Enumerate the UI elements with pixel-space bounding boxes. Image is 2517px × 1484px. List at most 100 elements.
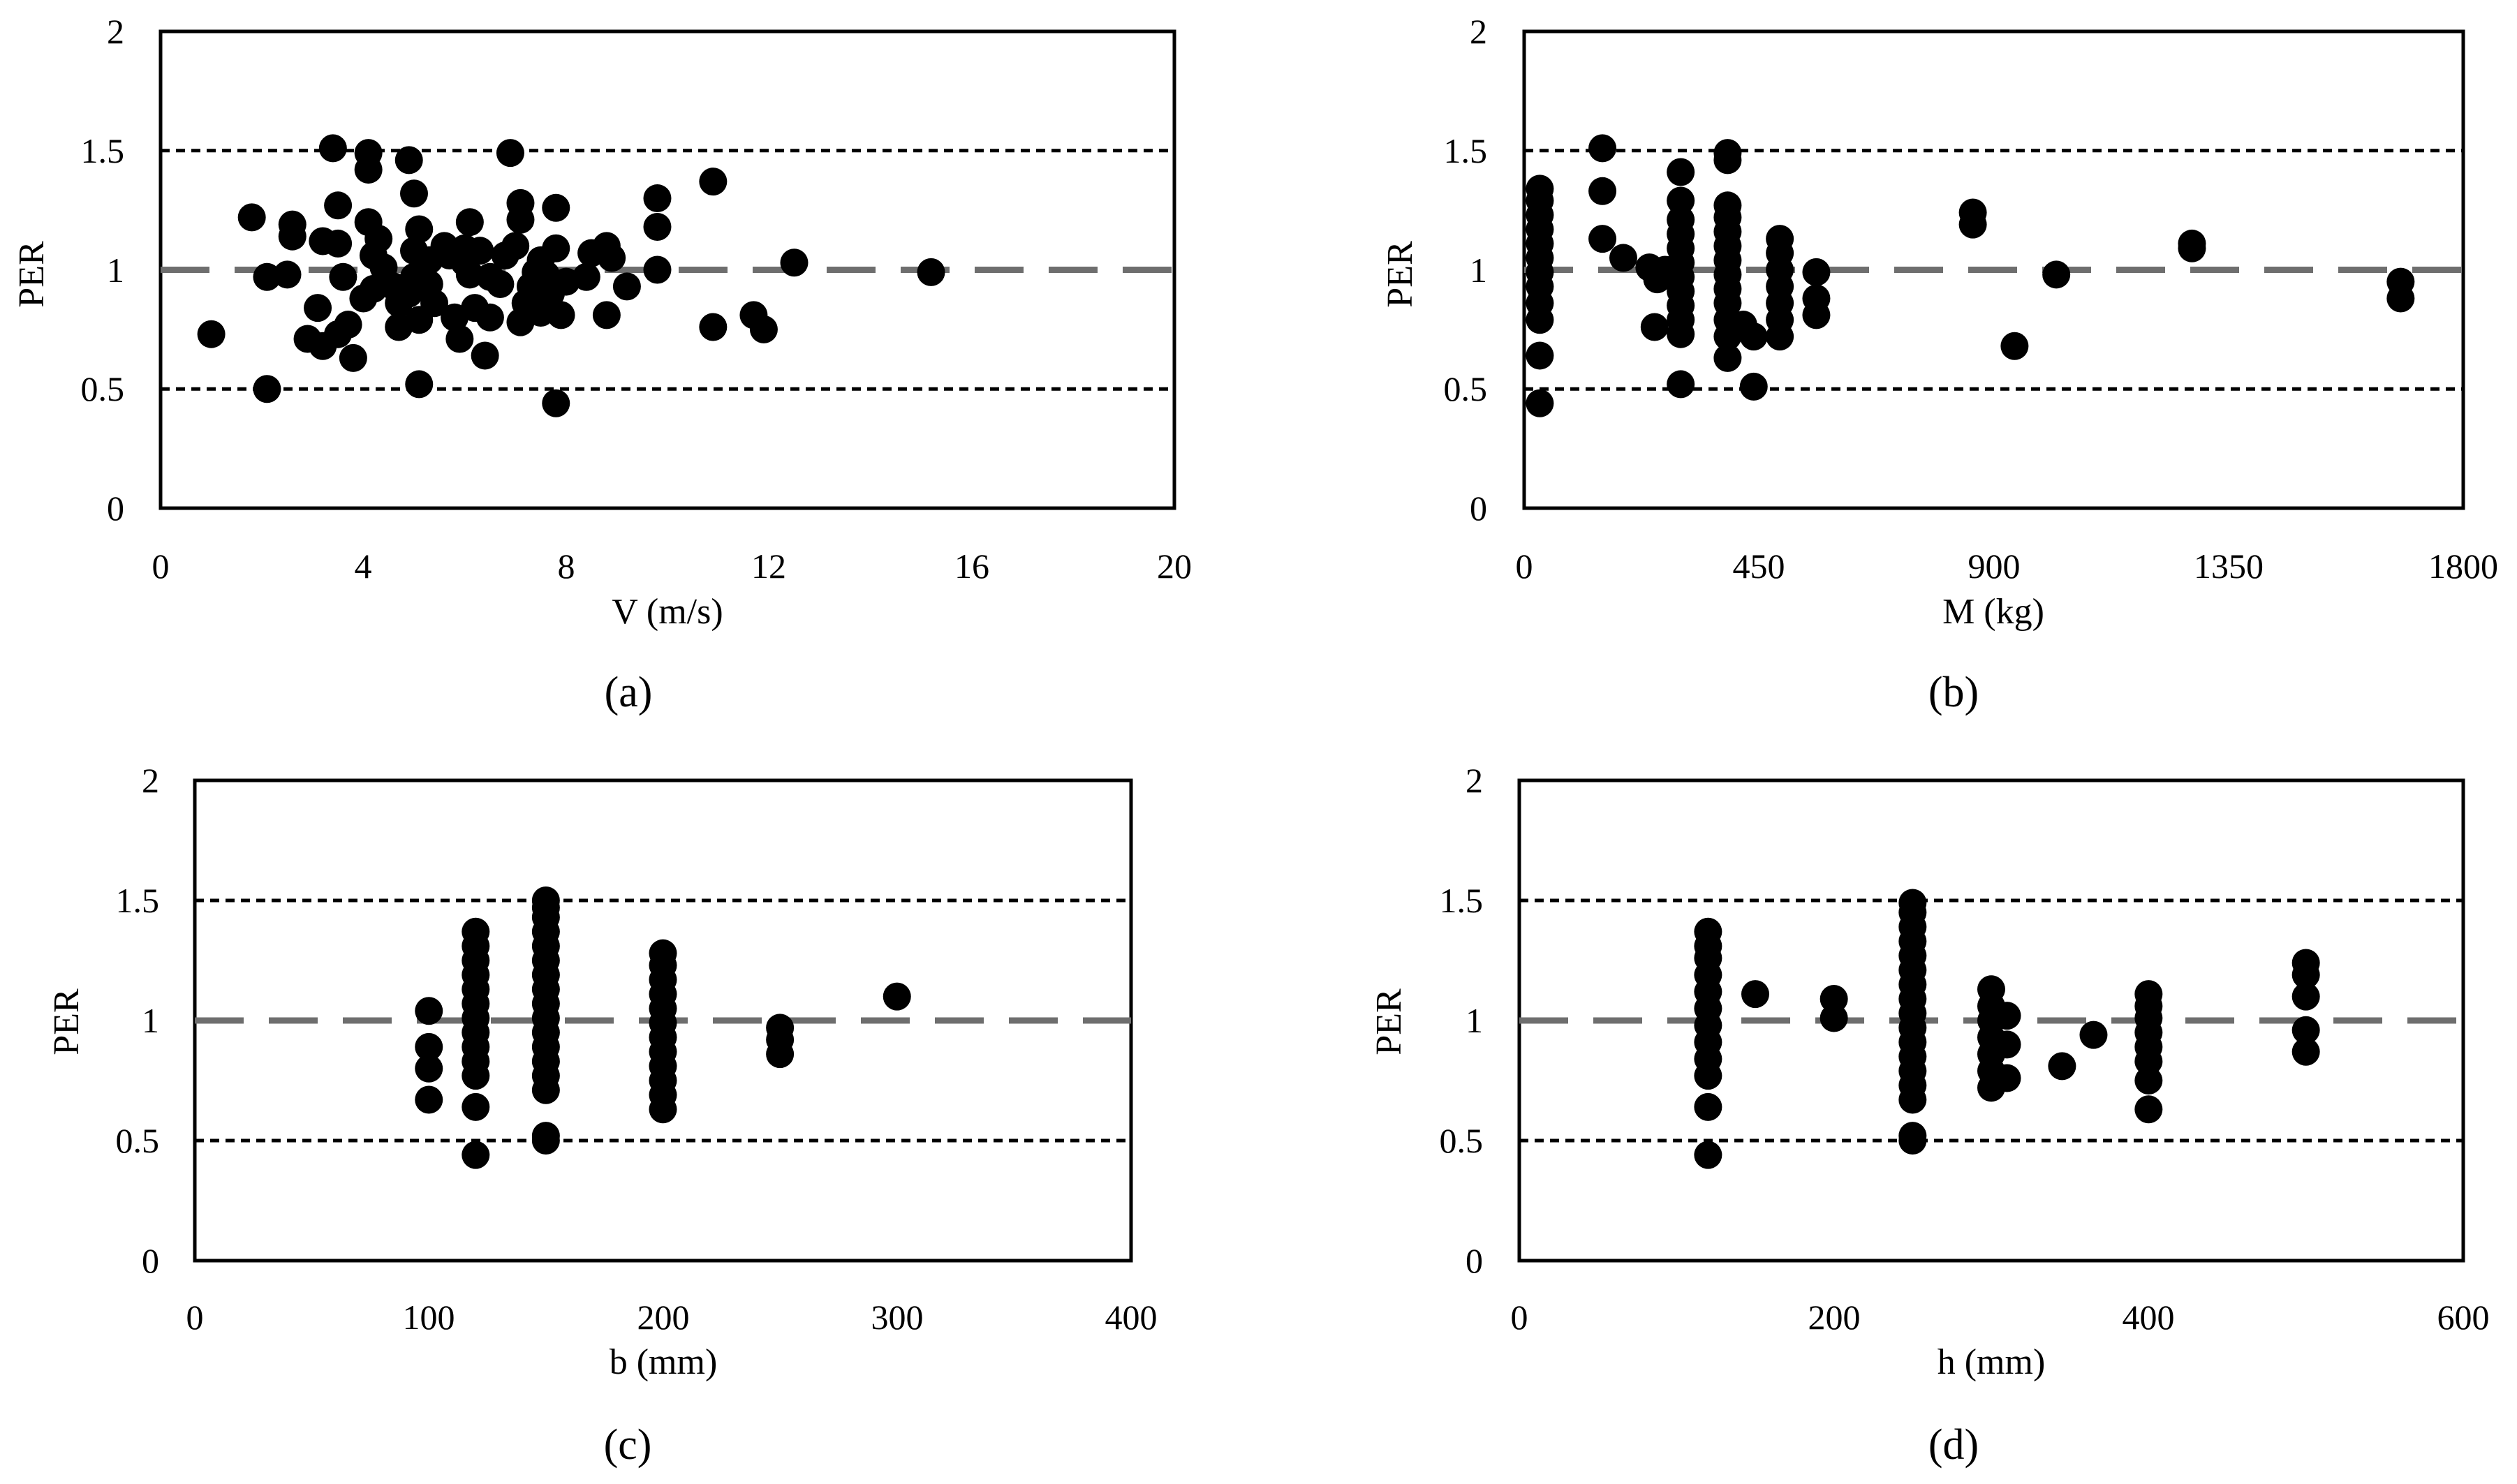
data-point — [329, 262, 357, 291]
data-point — [643, 184, 672, 213]
data-point — [415, 1085, 443, 1114]
data-point — [699, 313, 728, 341]
data-point — [1713, 343, 1742, 372]
data-point — [1694, 917, 1722, 946]
x-tick-label: 12 — [751, 547, 786, 586]
data-point — [455, 260, 484, 289]
data-point — [462, 1141, 490, 1169]
y-tick-label: 1.5 — [81, 131, 125, 170]
y-tick-label: 1 — [1470, 251, 1487, 290]
y-tick-label: 0.5 — [1444, 369, 1488, 408]
x-axis-title: V (m/s) — [612, 592, 723, 632]
data-point — [1802, 258, 1831, 286]
x-axis-title: h (mm) — [1937, 1342, 2046, 1382]
data-point — [1993, 1030, 2021, 1059]
panel-label: (d) — [1928, 1421, 1979, 1469]
x-tick-label: 450 — [1733, 547, 1785, 586]
data-point — [405, 370, 434, 399]
y-tick-label: 1 — [1466, 1001, 1483, 1040]
data-point — [420, 289, 449, 318]
data-point — [475, 303, 504, 332]
data-point — [1958, 198, 1987, 227]
data-point — [278, 210, 307, 239]
data-point — [2386, 267, 2415, 296]
data-point — [2079, 1021, 2108, 1049]
y-tick-labels: 0 0.5 1 1.5 2 — [1444, 12, 1488, 528]
data-point — [531, 1122, 560, 1150]
data-point — [506, 188, 535, 217]
data-point — [1526, 389, 1554, 417]
data-point — [1694, 1141, 1722, 1169]
y-tick-label: 2 — [1466, 761, 1483, 800]
data-point — [324, 191, 353, 220]
x-tick-labels: 0 200 400 600 — [1511, 1298, 2490, 1337]
x-tick-labels: 0 450 900 1350 1800 — [1516, 547, 2499, 586]
data-point — [643, 255, 672, 284]
y-tick-label: 0.5 — [116, 1121, 160, 1160]
y-tick-label: 2 — [142, 761, 159, 800]
panel-label: (c) — [604, 1421, 652, 1469]
data-points — [1694, 889, 2320, 1169]
data-point — [1667, 186, 1695, 215]
data-point — [1820, 985, 1848, 1014]
data-point — [415, 997, 443, 1025]
data-point — [273, 260, 302, 289]
x-tick-label: 8 — [558, 547, 575, 586]
data-point — [2134, 1067, 2163, 1095]
data-point — [318, 134, 347, 163]
data-point — [649, 939, 677, 967]
data-point — [445, 325, 474, 353]
data-point — [2291, 1016, 2320, 1044]
data-point — [1588, 225, 1617, 253]
data-point — [766, 1014, 795, 1042]
data-point — [486, 269, 515, 298]
data-points — [1526, 134, 2415, 417]
data-points — [415, 886, 911, 1169]
data-point — [324, 229, 353, 258]
data-point — [415, 1054, 443, 1083]
panel-a: 0 4 8 12 16 20 0 0.5 1 1.5 2 V (m/s) PER… — [12, 12, 1192, 716]
data-point — [531, 886, 560, 914]
data-point — [1993, 1002, 2021, 1030]
data-point — [405, 215, 434, 244]
y-tick-label: 1.5 — [1440, 881, 1484, 920]
data-point — [2000, 332, 2029, 360]
data-point — [253, 262, 281, 291]
data-point — [1588, 177, 1617, 205]
data-point — [197, 320, 226, 348]
x-tick-labels: 0 4 8 12 16 20 — [152, 547, 1193, 586]
data-point — [359, 274, 387, 303]
data-point — [400, 179, 428, 208]
x-tick-label: 400 — [2123, 1298, 2175, 1337]
data-point — [1713, 191, 1742, 220]
data-point — [1694, 1092, 1722, 1121]
data-point — [2134, 1095, 2163, 1124]
y-tick-label: 1 — [142, 1001, 159, 1040]
data-point — [304, 294, 332, 322]
x-tick-label: 200 — [1808, 1298, 1861, 1337]
data-point — [462, 917, 490, 946]
x-tick-label: 0 — [1516, 547, 1533, 586]
data-point — [2291, 1037, 2320, 1066]
data-point — [643, 213, 672, 242]
data-point — [455, 208, 484, 237]
data-point — [1802, 284, 1831, 313]
y-tick-label: 2 — [1470, 12, 1487, 51]
y-axis-title: PER — [12, 241, 52, 308]
data-point — [462, 1092, 490, 1121]
data-point — [2042, 260, 2071, 289]
x-tick-label: 300 — [871, 1298, 924, 1337]
y-tick-labels: 0 0.5 1 1.5 2 — [81, 12, 125, 528]
x-tick-label: 1350 — [2194, 547, 2264, 586]
x-tick-label: 0 — [1511, 1298, 1528, 1337]
data-point — [542, 389, 570, 417]
data-point — [1977, 975, 2005, 1004]
data-point — [496, 139, 524, 168]
x-tick-labels: 0 100 200 300 400 — [186, 1298, 1158, 1337]
data-point — [749, 315, 778, 343]
data-point — [1898, 889, 1927, 917]
y-tick-label: 1.5 — [116, 881, 160, 920]
data-point — [237, 203, 266, 232]
data-point — [883, 982, 911, 1011]
